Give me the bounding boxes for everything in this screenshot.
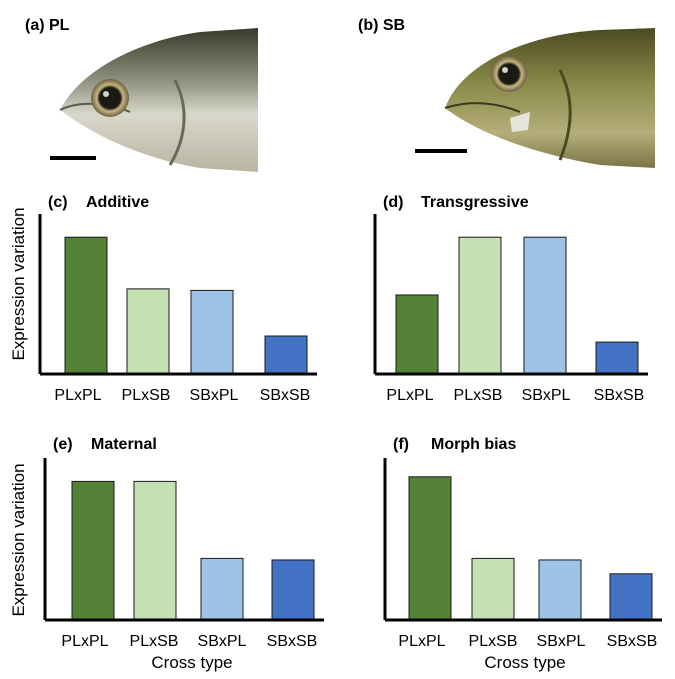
sb-fish-head (445, 28, 655, 168)
y-axis-label-top: Expression variation (9, 207, 28, 360)
tick-label-sbxpl: SBxPL (522, 387, 571, 404)
photo-pl: (a) PL (25, 17, 258, 172)
tick-label-plxpl: PLxPL (386, 387, 433, 404)
bar-sbxsb (595, 341, 639, 375)
bar-plxsb (133, 480, 177, 621)
y-axis-label-bottom: Expression variation (9, 463, 28, 616)
panel-label: (d) (383, 194, 403, 211)
bar-plxsb (126, 288, 170, 375)
panel-label: (e) (53, 436, 73, 453)
tick-label-plxsb: PLxSB (469, 633, 518, 650)
tick-label-sbxpl: SBxPL (198, 633, 247, 650)
photo-label-pl: (a) PL (25, 17, 70, 34)
pl-scale-bar (50, 156, 96, 160)
chart-title: Maternal (91, 436, 157, 453)
pl-eye (91, 79, 129, 117)
chart-title: Additive (86, 194, 149, 211)
sb-scale-bar (415, 149, 467, 153)
tick-label-plxsb: PLxSB (130, 633, 179, 650)
sb-eye (491, 56, 527, 92)
bar-sbxpl (523, 236, 567, 375)
tick-label-sbxpl: SBxPL (190, 387, 239, 404)
bar-sbxpl (190, 289, 234, 375)
tick-label-sbxsb: SBxSB (607, 633, 658, 650)
tick-label-sbxsb: SBxSB (267, 633, 318, 650)
chart-title: Transgressive (421, 194, 529, 211)
tick-label-plxpl: PLxPL (54, 387, 101, 404)
bar-plxpl (395, 294, 439, 375)
pl-fish-head (60, 28, 258, 172)
tick-label-sbxsb: SBxSB (594, 387, 645, 404)
bar-sbxpl (200, 557, 244, 621)
bar-sbxpl (538, 559, 582, 621)
bar-plxpl (71, 480, 115, 621)
tick-label-plxpl: PLxPL (61, 633, 108, 650)
bar-plxpl (64, 236, 108, 375)
bar-plxsb (458, 236, 502, 375)
bar-plxpl (408, 476, 452, 621)
bar-sbxsb (264, 335, 308, 375)
bar-sbxsb (609, 573, 653, 621)
chart-title: Morph bias (431, 436, 516, 453)
chart-transgressive: PLxPL PLxSB SBxPL SBxSB (d) Transgressive (373, 194, 648, 404)
tick-label-plxsb: PLxSB (122, 387, 171, 404)
tick-label-sbxpl: SBxPL (537, 633, 586, 650)
tick-label-plxsb: PLxSB (454, 387, 503, 404)
chart-additive: PLxPL PLxSB SBxPL SBxSB (c) Additive (38, 194, 317, 404)
tick-label-plxpl: PLxPL (398, 633, 445, 650)
x-axis-label-right: Cross type (484, 653, 565, 672)
bar-sbxsb (271, 559, 315, 621)
panel-label: (c) (48, 194, 68, 211)
chart-morph-bias: PLxPL PLxSB SBxPL SBxSB (f) Morph bias (383, 436, 662, 650)
x-axis-label-left: Cross type (151, 653, 232, 672)
chart-maternal: PLxPL PLxSB SBxPL SBxSB (e) Maternal (43, 436, 324, 650)
panel-label: (f) (393, 436, 409, 453)
bar-plxsb (471, 557, 515, 621)
photo-sb: (b) SB (358, 17, 655, 168)
tick-label-sbxsb: SBxSB (260, 387, 311, 404)
photo-label-sb: (b) SB (358, 17, 405, 34)
